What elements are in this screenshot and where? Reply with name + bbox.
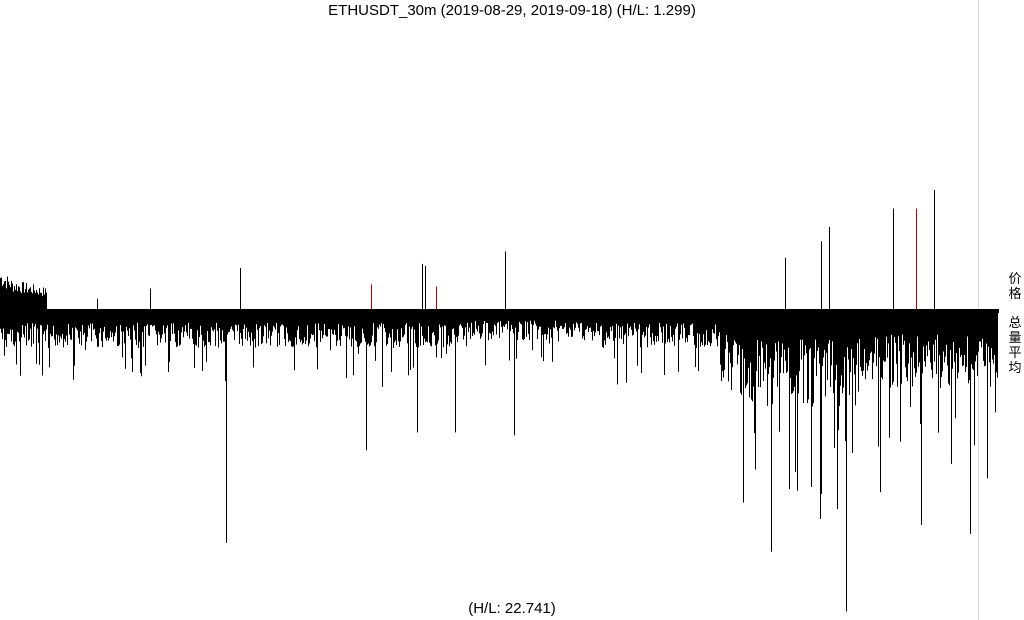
- price-axis-label: 价格: [1008, 272, 1022, 302]
- price-early-cluster: [0, 276, 47, 309]
- volume-axis-label: 总量平均: [1008, 316, 1022, 376]
- baseline-band: [0, 309, 999, 313]
- volume-spike-series: [226, 313, 971, 612]
- volume-hl-label: (H/L: 22.741): [468, 600, 556, 617]
- price-volume-chart: [0, 189, 999, 612]
- chart-title: ETHUSDT_30m (2019-08-29, 2019-09-18) (H/…: [328, 2, 696, 19]
- volume-series: [0, 313, 998, 510]
- price-spike-series: [97, 189, 935, 309]
